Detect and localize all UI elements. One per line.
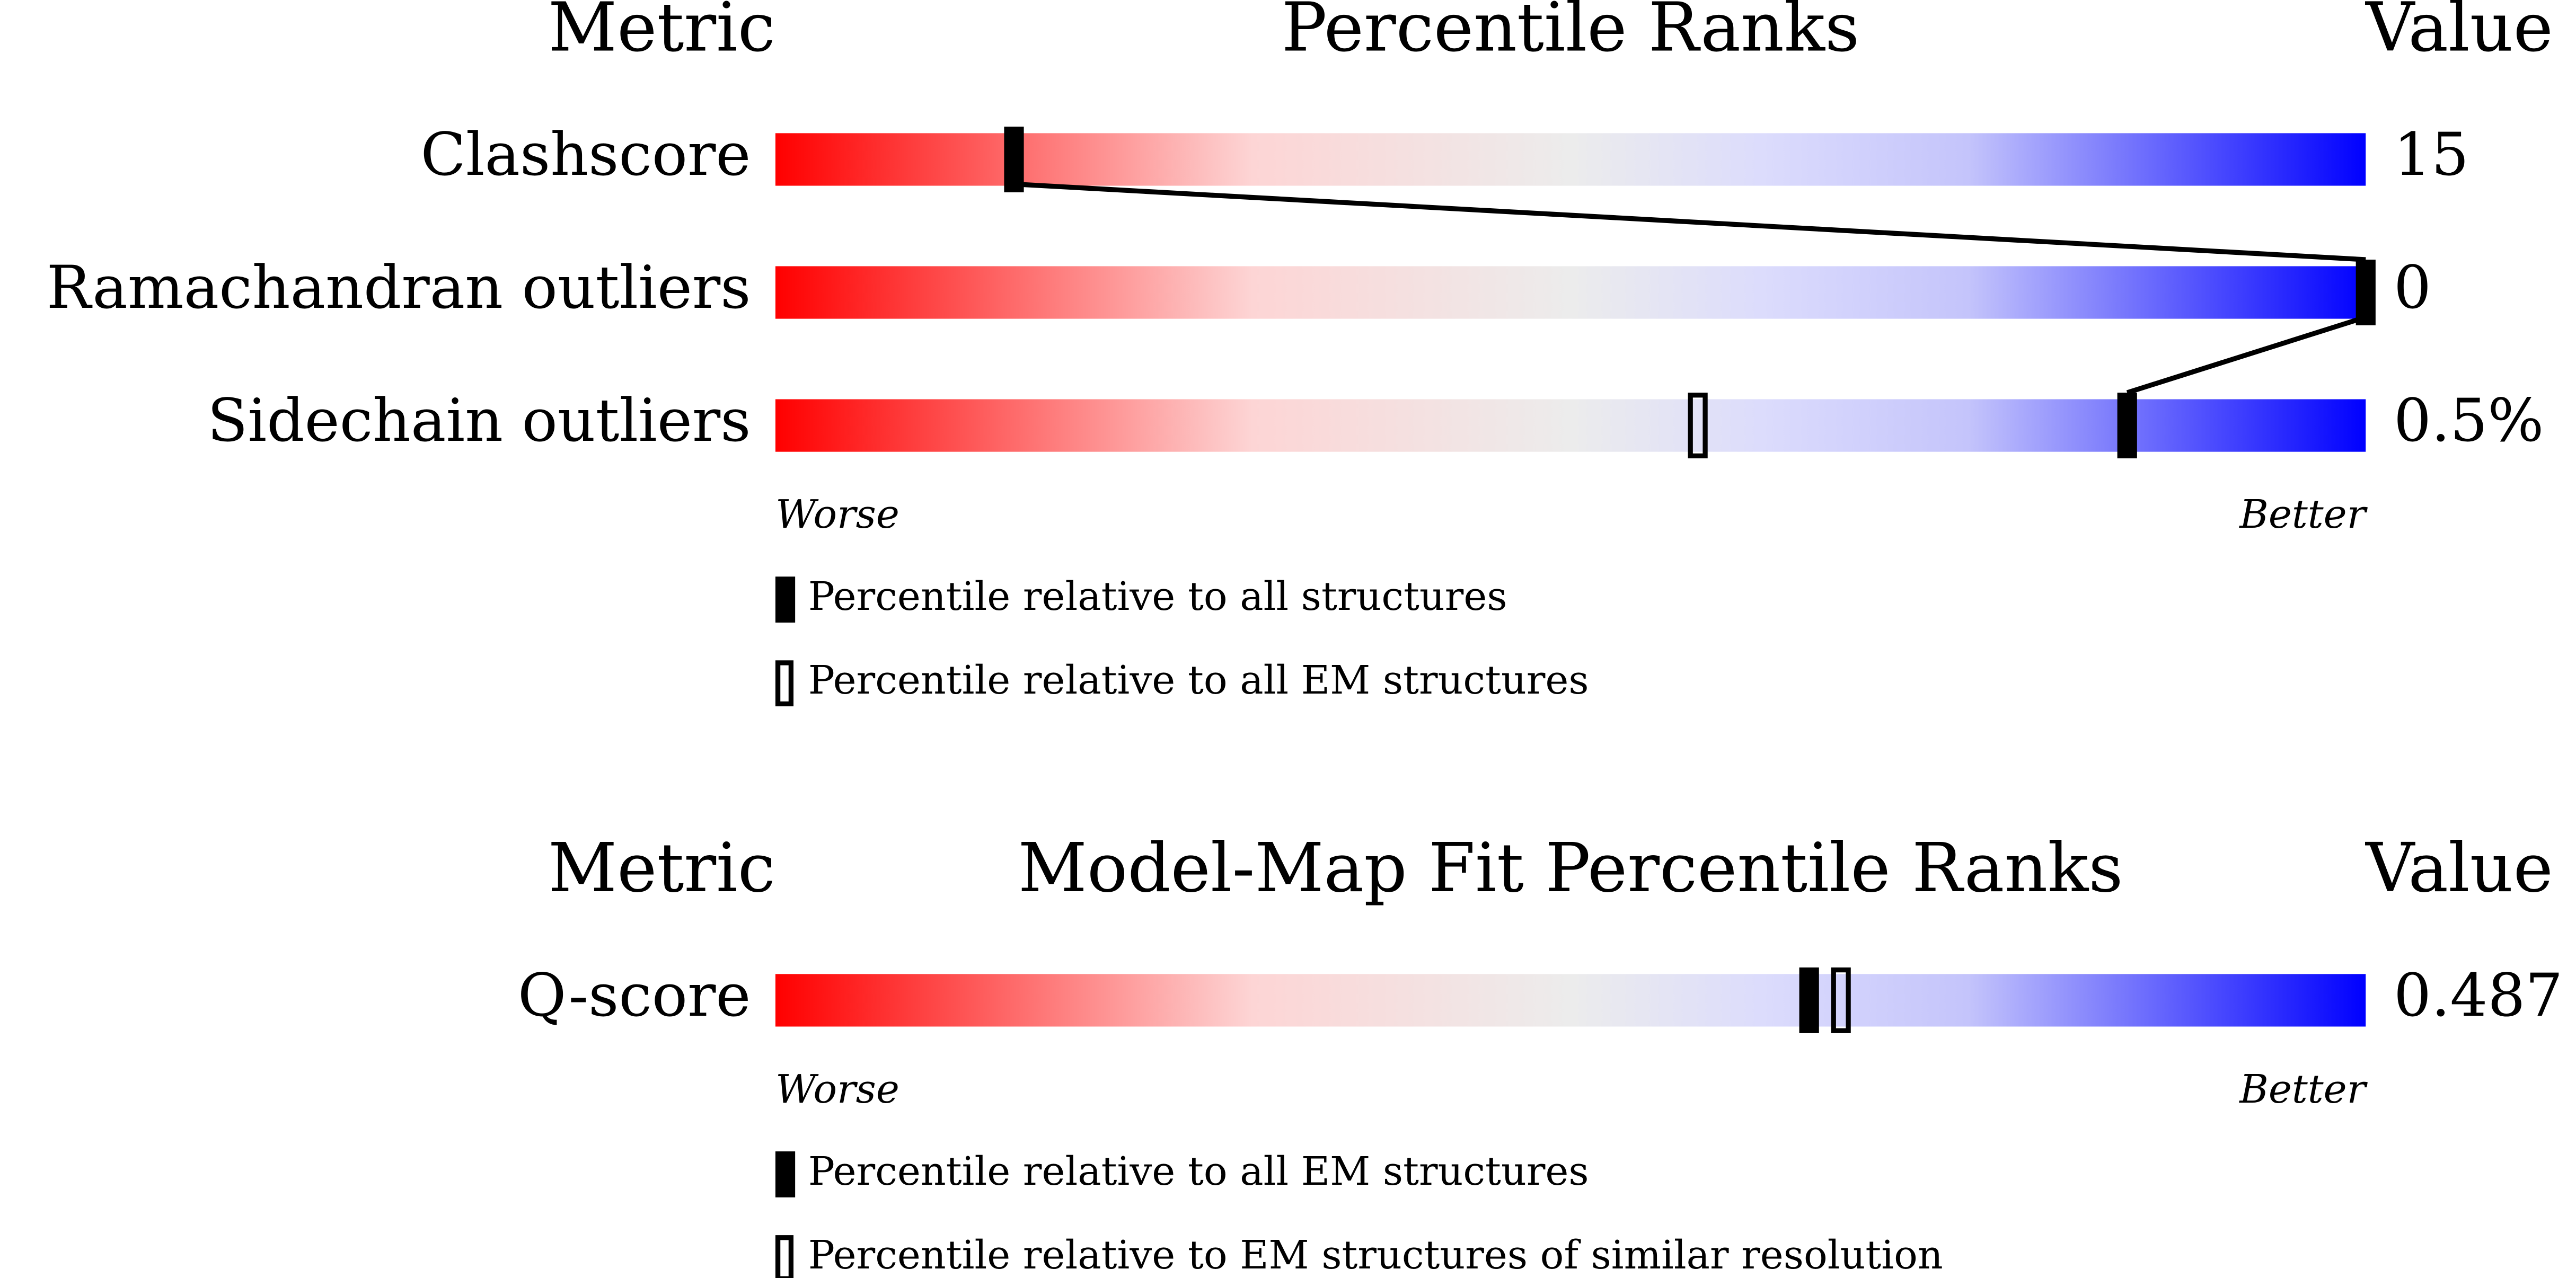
percentile-marker-outline — [1688, 393, 1708, 459]
percentile-bar — [775, 266, 2366, 319]
value-header: Value — [2365, 829, 2553, 907]
metric-label: Clashscore — [420, 120, 751, 189]
percentile-marker — [1004, 126, 1024, 192]
legend-icon-outline — [775, 1235, 794, 1278]
percentile-bar — [775, 133, 2366, 186]
chart-title: Model-Map Fit Percentile Ranks — [1018, 829, 2123, 907]
worse-label: Worse — [775, 491, 899, 537]
connector-line — [1013, 181, 2366, 262]
percentile-bar — [775, 974, 2366, 1027]
connector-line — [2126, 315, 2367, 395]
better-label: Better — [2238, 491, 2368, 537]
metric-value: 15 — [2394, 120, 2469, 189]
legend-label: Percentile relative to all EM structures — [808, 657, 1589, 703]
metric-header: Metric — [548, 0, 775, 66]
percentile-marker-outline — [1831, 967, 1851, 1033]
percentile-bar — [775, 399, 2366, 452]
legend-label: Percentile relative to EM structures of … — [808, 1232, 1943, 1278]
metric-label: Ramachandran outliers — [47, 253, 751, 322]
metric-label: Sidechain outliers — [207, 386, 751, 455]
metric-value: 0 — [2394, 253, 2431, 322]
legend-icon — [775, 576, 796, 623]
metric-value: 0.5% — [2394, 386, 2544, 455]
legend-icon-outline — [775, 660, 794, 707]
worse-label: Worse — [775, 1066, 899, 1112]
percentile-marker — [2356, 260, 2376, 325]
better-label: Better — [2238, 1066, 2368, 1112]
metric-value: 0.487 — [2394, 961, 2563, 1030]
legend-label: Percentile relative to all EM structures — [808, 1148, 1589, 1194]
legend-label: Percentile relative to all structures — [808, 573, 1507, 619]
metric-header: Metric — [548, 829, 775, 907]
chart-title: Percentile Ranks — [1282, 0, 1859, 66]
value-header: Value — [2365, 0, 2553, 66]
legend-icon — [775, 1151, 796, 1197]
metric-label: Q-score — [518, 961, 751, 1030]
percentile-marker — [1799, 967, 1819, 1033]
percentile-marker — [2117, 393, 2137, 459]
